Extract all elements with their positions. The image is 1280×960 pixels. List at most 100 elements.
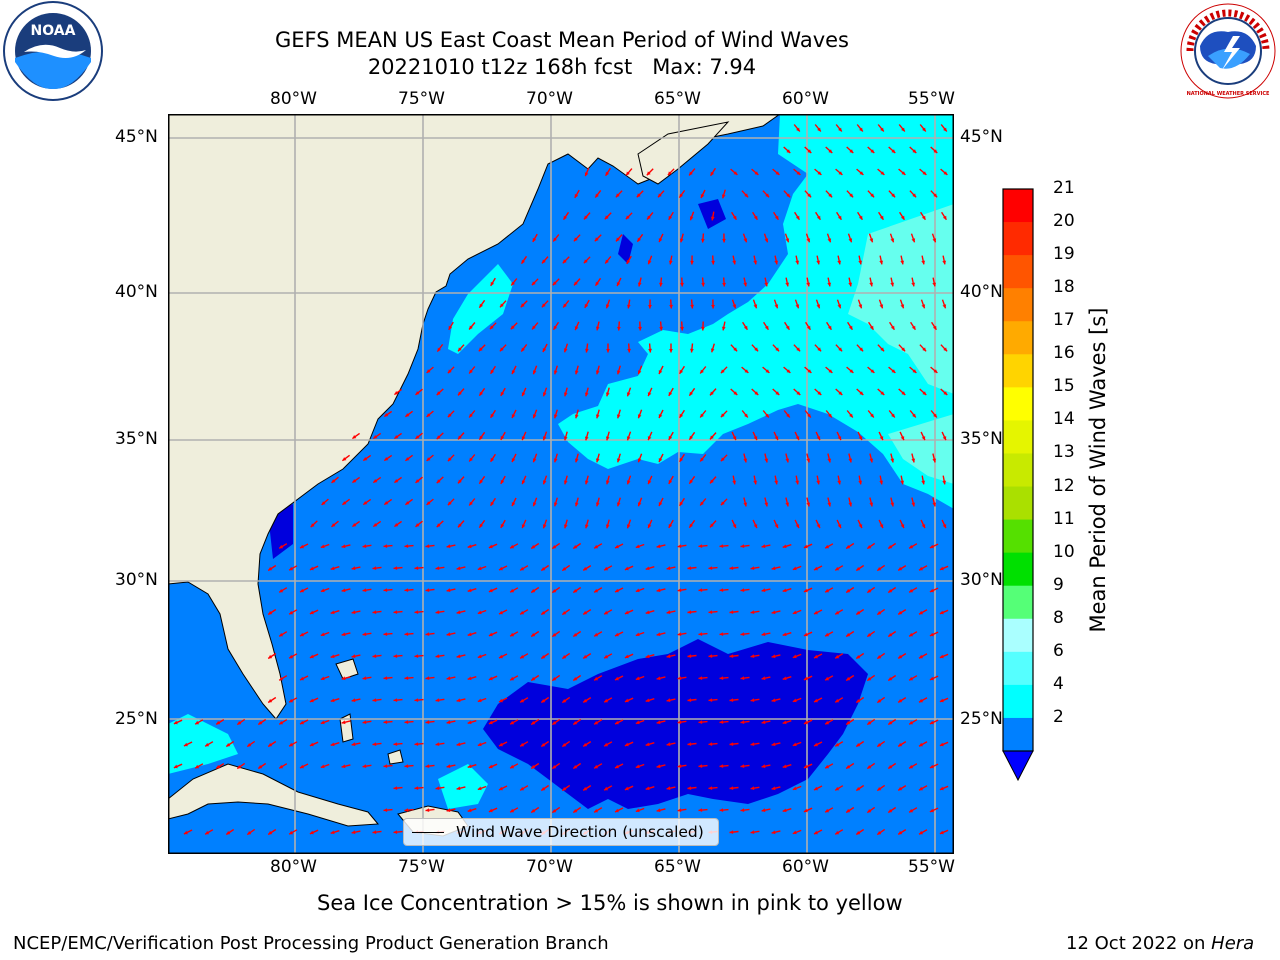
wave-arrow-head: [733, 347, 738, 352]
wave-arrow-head: [268, 610, 273, 615]
wave-arrow-head: [911, 238, 916, 243]
wave-arrow-head: [426, 457, 431, 461]
wave-arrow-head: [405, 501, 410, 505]
colorbar-band: [1003, 585, 1033, 620]
wave-arrow-head: [363, 457, 368, 461]
wave-arrow-head: [680, 282, 684, 287]
lon-label-bottom-55w: 55°W: [908, 857, 955, 877]
wave-arrow-head: [803, 764, 808, 769]
wave-arrow-head: [289, 830, 294, 835]
wave-arrow-head: [531, 632, 536, 637]
wave-arrow-head: [922, 127, 926, 132]
wave-arrow-head: [859, 347, 864, 352]
wave-arrow-head: [362, 544, 367, 548]
wave-arrow-head: [932, 325, 937, 330]
wave-arrow-head: [764, 502, 769, 507]
wave-arrow-head: [721, 326, 726, 331]
wave-arrow-head: [300, 764, 304, 769]
wave-arrow-head: [761, 632, 766, 637]
colorbar-band: [1003, 222, 1033, 256]
wave-arrow-head: [383, 808, 388, 812]
wave-arrow-head: [510, 544, 515, 549]
wave-arrow-head: [520, 742, 525, 747]
wave-arrow-head: [458, 347, 462, 352]
wave-arrow-head: [708, 742, 713, 746]
wave-arrow-head: [414, 786, 419, 790]
lon-label-top-55w: 55°W: [908, 89, 955, 109]
wave-arrow-head: [331, 523, 336, 527]
wave-arrow-head: [415, 523, 420, 527]
wave-arrow-head: [687, 566, 692, 570]
wave-arrow-head: [838, 127, 842, 132]
wave-arrow-head: [594, 676, 599, 681]
wave-arrow-head: [320, 544, 325, 549]
wave-arrow-head: [680, 326, 684, 331]
wave-arrow-head: [729, 698, 734, 702]
wave-arrow-head: [616, 502, 621, 507]
wave-arrow-head: [479, 303, 483, 308]
wave-arrow-head: [666, 610, 671, 615]
wave-arrow-head: [499, 742, 503, 747]
wave-arrow-head: [183, 742, 188, 747]
wave-arrow-head: [289, 698, 294, 703]
wave-arrow-head: [446, 676, 451, 681]
wave-arrow-head: [615, 676, 619, 681]
wave-arrow-head: [521, 392, 526, 397]
wave-arrow-head: [814, 742, 818, 747]
wave-arrow-head: [289, 654, 294, 659]
wave-arrow-head: [806, 502, 811, 507]
wave-arrow-head: [659, 282, 663, 287]
wave-arrow-head: [689, 435, 693, 440]
wave-arrow-head: [425, 720, 430, 724]
wave-arrow-head: [479, 435, 483, 440]
wave-arrow-head: [849, 369, 854, 373]
wave-arrow-head: [490, 457, 495, 462]
period-4-6-region: [558, 114, 954, 509]
wave-arrow-head: [687, 786, 692, 790]
wave-arrow-head: [891, 413, 895, 418]
wave-arrow-head: [373, 435, 378, 439]
wave-arrow-head: [573, 809, 578, 813]
wave-arrow-head: [668, 260, 673, 265]
wave-arrow-head: [341, 544, 346, 549]
wave-arrow-head: [521, 347, 525, 352]
wave-arrow-head: [835, 830, 840, 835]
wave-arrow-head: [921, 524, 926, 529]
wave-arrow-head: [635, 764, 640, 769]
wave-arrow-head: [782, 764, 787, 769]
wave-arrow-head: [796, 391, 801, 395]
wave-arrow-head: [890, 238, 895, 243]
wave-arrow-head: [594, 544, 599, 549]
wave-arrow-head: [838, 171, 843, 175]
coastal-patch-gulf: [168, 714, 238, 774]
wave-arrow-head: [636, 193, 641, 198]
wave-arrow-head: [743, 502, 748, 507]
wind-wave-arrows: [173, 124, 949, 836]
wave-arrow-head: [500, 479, 505, 484]
wave-arrow-head: [647, 215, 651, 220]
wave-arrow-head: [879, 304, 884, 309]
colorbar-band: [1003, 717, 1033, 752]
wave-arrow-head: [624, 566, 629, 571]
wave-arrow-head: [744, 413, 748, 418]
wave-arrow-head: [929, 720, 934, 725]
wave-arrow-head: [532, 237, 537, 242]
wave-arrow-head: [488, 588, 493, 593]
wave-arrow-head: [616, 282, 621, 287]
wave-arrow-head: [615, 588, 619, 593]
wave-arrow-head: [351, 566, 356, 571]
wave-arrow-head: [594, 808, 599, 813]
wave-arrow-head: [605, 259, 609, 264]
wave-arrow-head: [394, 479, 399, 483]
wave-arrow-head: [732, 524, 737, 529]
wave-arrow-head: [856, 655, 861, 659]
wave-arrow-head: [869, 502, 874, 507]
wave-arrow-head: [499, 566, 503, 571]
wave-arrow-head: [647, 392, 652, 397]
wave-arrow-head: [814, 786, 818, 791]
wave-arrow-head: [605, 436, 610, 441]
wave-arrow-head: [500, 391, 505, 396]
wave-arrow-head: [890, 502, 895, 507]
wave-arrow-head: [300, 720, 304, 725]
wave-arrow-head: [511, 281, 515, 286]
